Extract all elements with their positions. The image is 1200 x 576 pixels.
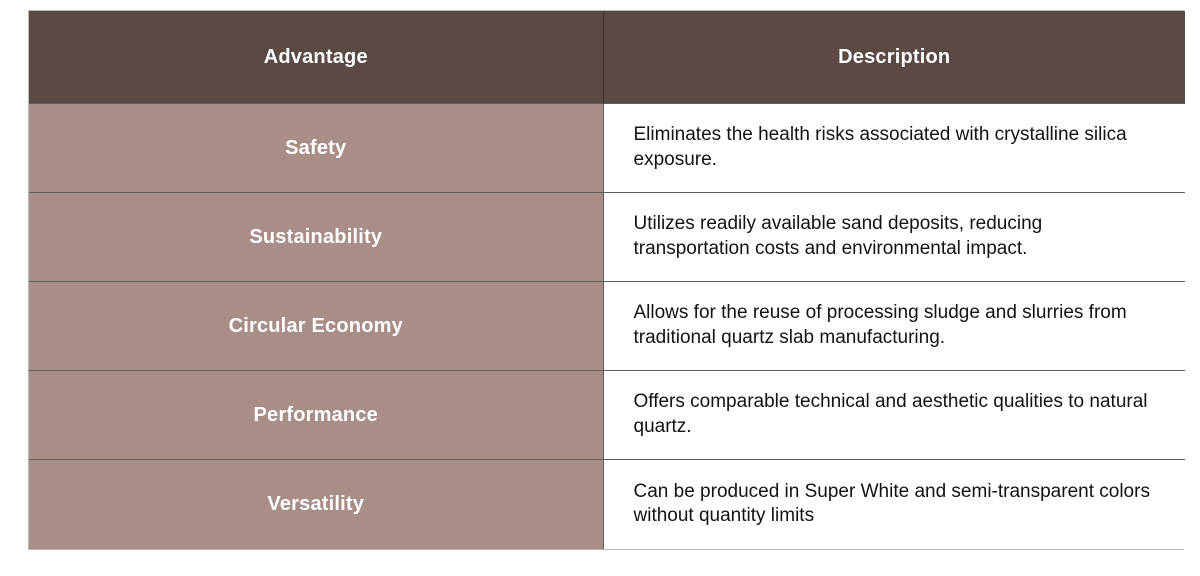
advantage-cell: Circular Economy (29, 281, 603, 371)
table-row: Sustainability Utilizes readily availabl… (29, 192, 1185, 282)
description-cell: Allows for the reuse of processing sludg… (602, 281, 1185, 371)
table-row: Safety Eliminates the health risks assoc… (29, 103, 1185, 193)
table-row: Circular Economy Allows for the reuse of… (29, 281, 1185, 371)
description-cell: Eliminates the health risks associated w… (602, 103, 1185, 193)
table-row: Versatility Can be produced in Super Whi… (29, 459, 1185, 549)
column-header-advantage: Advantage (29, 11, 604, 104)
advantage-cell: Sustainability (29, 192, 603, 282)
advantages-table: Advantage Description Safety Eliminates … (29, 11, 1185, 549)
advantage-cell: Safety (29, 103, 603, 193)
advantage-cell: Performance (29, 370, 603, 460)
advantage-cell: Versatility (29, 459, 603, 549)
description-cell: Offers comparable technical and aestheti… (602, 370, 1185, 460)
description-cell: Utilizes readily available sand deposits… (602, 192, 1185, 282)
column-header-description: Description (603, 11, 1185, 104)
header-row: Advantage Description (29, 11, 1185, 104)
description-cell: Can be produced in Super White and semi-… (602, 459, 1185, 549)
advantages-table-container: Advantage Description Safety Eliminates … (28, 10, 1185, 550)
table-row: Performance Offers comparable technical … (29, 370, 1185, 460)
